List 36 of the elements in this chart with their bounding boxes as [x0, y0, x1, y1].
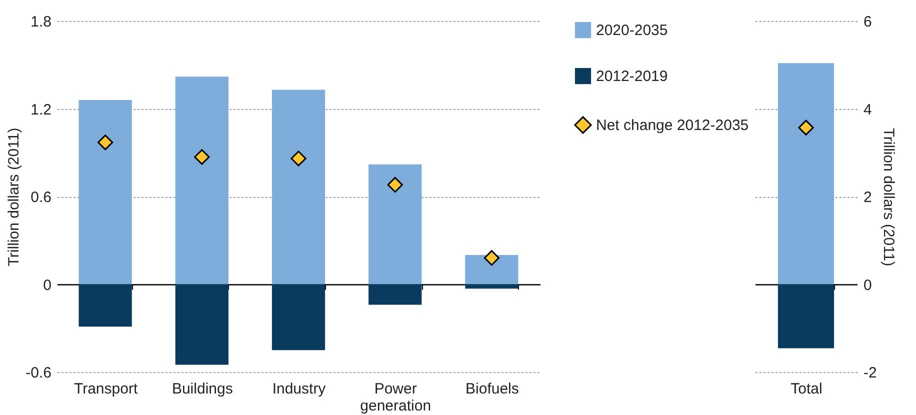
y-tick-label: 0	[43, 276, 52, 294]
point	[387, 176, 403, 193]
point	[290, 150, 306, 166]
legend-label: 2012-2019	[596, 68, 668, 85]
legend-label: Net change 2012-2035	[596, 117, 749, 134]
x-tick-label: Power generation	[360, 380, 432, 414]
point	[194, 149, 210, 165]
y2-tick-label: 6	[864, 14, 872, 30]
bar	[465, 255, 518, 284]
legend-label: 2020-2035	[596, 22, 668, 39]
bar	[272, 284, 326, 350]
y-tick-label: 1.2	[30, 101, 52, 118]
y2-axis-title: Trillion dollars (2011)	[880, 128, 897, 266]
x-tick-label: Industry	[272, 380, 326, 398]
point	[97, 134, 114, 150]
bar	[368, 284, 422, 305]
bar	[175, 284, 228, 365]
x-tick-label: Transport	[74, 380, 138, 398]
bar	[368, 164, 422, 284]
y-tick-label: 0.6	[30, 189, 52, 206]
bar	[465, 284, 518, 289]
y-tick-label: -0.6	[26, 364, 52, 382]
bar	[78, 284, 132, 327]
bar	[78, 100, 132, 284]
y2-tick-label: 2	[864, 189, 872, 206]
bar	[272, 90, 326, 284]
bar	[175, 76, 228, 284]
y2-tick-label: -2	[864, 364, 877, 382]
x-tick-label: Total	[790, 380, 822, 398]
y2-tick-label: 4	[864, 101, 872, 118]
x-tick-label: Biofuels	[466, 380, 519, 398]
x-tick-label: Buildings	[172, 380, 233, 398]
y2-tick-label: 0	[864, 276, 872, 294]
point	[484, 250, 500, 266]
y-tick-label: 1.8	[30, 14, 52, 30]
y-axis-title: Trillion dollars (2011)	[6, 128, 23, 266]
